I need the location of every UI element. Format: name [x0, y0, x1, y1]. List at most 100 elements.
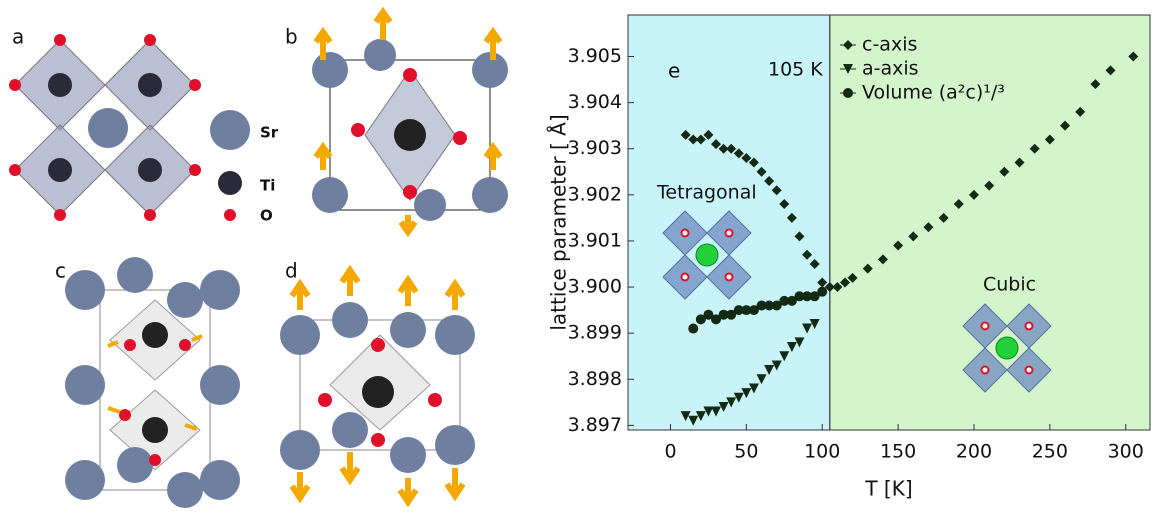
figure: a Sr Ti O b: [0, 0, 1155, 519]
y-tick-label: 3.902: [568, 183, 622, 205]
sr-atom: [332, 412, 368, 448]
o-atom: [371, 338, 385, 352]
x-tick-label: 100: [804, 441, 840, 463]
sr-atom: [65, 365, 105, 405]
sr-atom: [117, 257, 153, 293]
sr-atom: [65, 460, 105, 500]
sr-atom: [167, 282, 203, 318]
sr-atom: [390, 312, 426, 348]
legend-label: a-axis: [862, 58, 919, 80]
sr-atom: [390, 437, 426, 473]
sr-atom: [332, 302, 368, 338]
ti-atom: [142, 417, 168, 443]
panel-label: e: [668, 59, 680, 83]
sr-atom-inset: [996, 337, 1018, 359]
data-point: [817, 287, 827, 297]
ti-atom: [362, 376, 394, 408]
y-axis-title: lattice parameter [ Å]: [547, 114, 571, 330]
element-label: O: [260, 207, 273, 225]
y-tick-label: 3.899: [568, 322, 622, 344]
o-atom: [119, 409, 131, 421]
y-tick-label: 3.905: [568, 45, 622, 67]
y-tick-label: 3.897: [568, 414, 622, 436]
o-atom-inset: [982, 367, 989, 374]
data-point: [688, 324, 698, 334]
sr-atom: [435, 425, 475, 465]
sr-atom: [88, 108, 128, 148]
sr-key: [210, 110, 250, 150]
ti-atom: [138, 73, 162, 97]
o-atom-inset: [682, 274, 689, 281]
sr-atom: [312, 177, 348, 213]
panel-label: d: [285, 259, 298, 283]
o-atom: [371, 433, 385, 447]
y-tick-label: 3.900: [568, 276, 622, 298]
x-tick-label: 200: [956, 441, 992, 463]
sr-atom: [364, 39, 396, 71]
sr-atom: [280, 315, 320, 355]
ti-atom: [48, 158, 72, 182]
element-label: Ti: [260, 177, 275, 195]
o-atom: [144, 34, 156, 46]
y-tick-label: 3.898: [568, 368, 622, 390]
phase-label: Tetragonal: [656, 182, 757, 204]
o-atom: [428, 393, 442, 407]
sr-atom: [472, 177, 508, 213]
sr-atom: [167, 472, 203, 508]
o-atom-inset: [982, 323, 989, 330]
panel-b-structure: [312, 12, 508, 232]
o-atom: [351, 123, 365, 137]
panel-c-structure: [65, 257, 240, 508]
o-atom: [453, 131, 467, 145]
sr-atom-inset: [696, 244, 718, 266]
o-atom: [124, 339, 136, 351]
ti-atom: [142, 322, 168, 348]
y-tick-label: 3.903: [568, 137, 622, 159]
legend-label: c-axis: [862, 34, 917, 56]
y-tick-label: 3.904: [568, 91, 622, 113]
ti-atom: [48, 73, 72, 97]
panel-label: a: [12, 25, 24, 49]
x-axis-title: T [K]: [864, 477, 912, 501]
o-atom-inset: [682, 230, 689, 237]
sr-atom: [200, 270, 240, 310]
sr-atom: [312, 52, 348, 88]
x-tick-label: 0: [664, 441, 676, 463]
ti-atom: [138, 158, 162, 182]
chart: 3.897 3.898 3.899 3.900 3.901 3.902 3.903 3.904…: [547, 15, 1151, 501]
sr-atom: [435, 315, 475, 355]
ti-atom: [394, 119, 426, 151]
legend-label: Volume (a²c)¹/³: [862, 82, 1005, 104]
phase-label: Cubic: [983, 274, 1036, 296]
o-atom-inset: [726, 274, 733, 281]
o-atom: [54, 34, 66, 46]
ti-key: [218, 171, 242, 195]
o-atom: [189, 164, 201, 176]
sr-atom: [117, 447, 153, 483]
sr-atom: [200, 460, 240, 500]
panel-d-structure: [280, 270, 475, 502]
x-tick-label: 300: [1108, 441, 1144, 463]
o-atom: [179, 339, 191, 351]
x-tick-label: 250: [1032, 441, 1068, 463]
o-atom: [144, 209, 156, 221]
sr-atom: [414, 189, 446, 221]
o-atom-inset: [1026, 323, 1033, 330]
transition-annotation: 105 K: [768, 59, 823, 81]
o-atom-inset: [726, 230, 733, 237]
panel-label: c: [55, 259, 66, 283]
o-atom: [9, 79, 21, 91]
o-key: [224, 209, 236, 221]
sr-atom: [200, 365, 240, 405]
element-label: Sr: [260, 124, 279, 142]
panel-label: b: [285, 25, 298, 49]
sr-atom: [65, 270, 105, 310]
o-atom: [403, 68, 417, 82]
x-tick-label: 50: [734, 441, 758, 463]
y-tick-label: 3.901: [568, 229, 622, 251]
o-atom: [149, 454, 161, 466]
o-atom: [189, 79, 201, 91]
o-atom-inset: [1026, 367, 1033, 374]
o-atom: [54, 209, 66, 221]
panel-a-structure: [9, 34, 250, 221]
